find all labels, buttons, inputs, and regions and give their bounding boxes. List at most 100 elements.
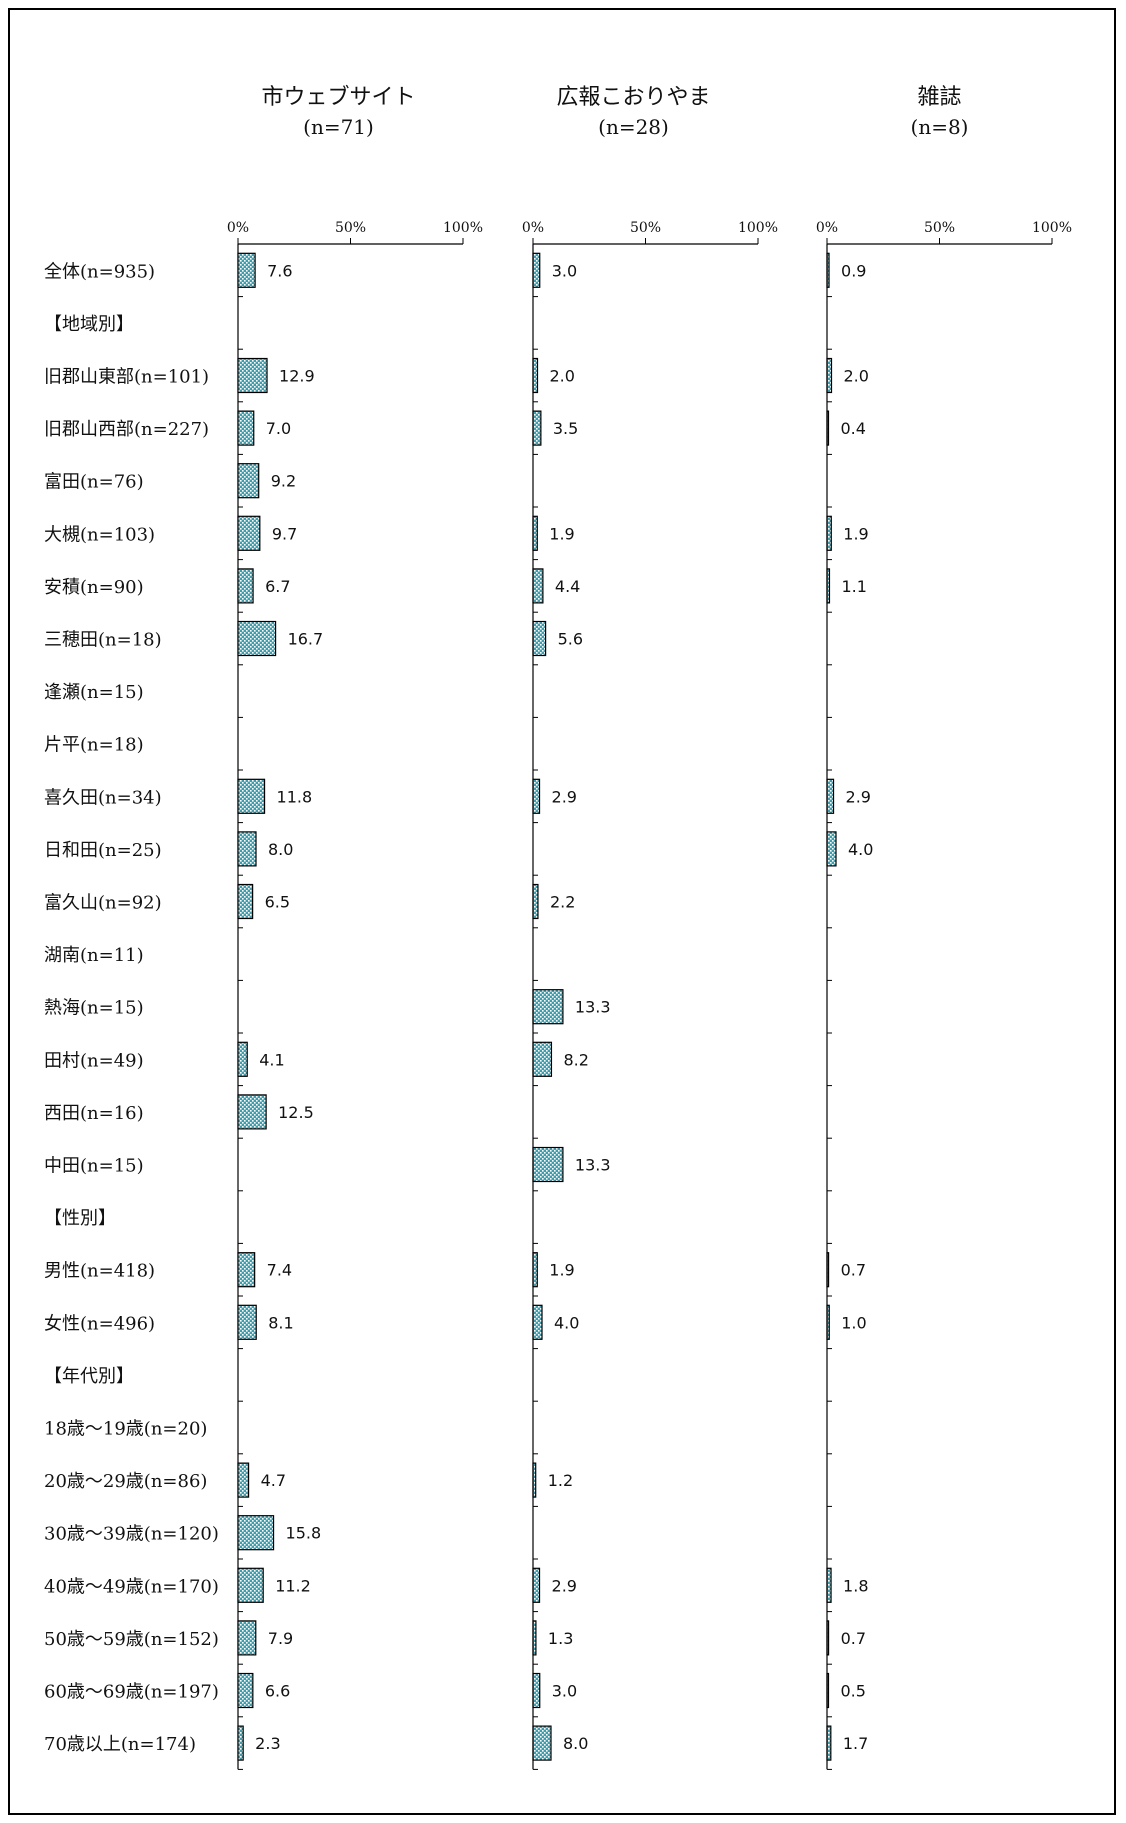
tick-label: 50% xyxy=(630,220,661,236)
bar xyxy=(237,1094,267,1130)
data-label: 2.9 xyxy=(552,1576,577,1595)
data-label: 12.5 xyxy=(278,1103,314,1122)
bar xyxy=(237,1672,254,1709)
bar xyxy=(237,515,261,551)
category-label: 熱海(n=15) xyxy=(44,998,144,1019)
data-label: 4.1 xyxy=(259,1050,284,1069)
category-label: 60歳～69歳(n=197) xyxy=(44,1682,219,1703)
category-label: 旧郡山西部(n=227) xyxy=(44,419,209,440)
category-label: 富久山(n=92) xyxy=(44,893,162,914)
data-label: 2.3 xyxy=(255,1734,280,1753)
bar xyxy=(826,252,830,288)
data-label: 9.7 xyxy=(272,524,297,543)
category-label: 全体(n=935) xyxy=(44,261,155,282)
data-label: 12.9 xyxy=(279,367,315,386)
data-label: 8.1 xyxy=(268,1313,293,1332)
category-label: 30歳～39歳(n=120) xyxy=(44,1524,219,1545)
data-label: 3.0 xyxy=(552,261,577,280)
data-label: 0.9 xyxy=(841,261,866,280)
category-label: 三穂田(n=18) xyxy=(44,630,162,651)
bar xyxy=(826,1620,830,1656)
data-label: 0.7 xyxy=(841,1261,866,1280)
panel-subtitle: (n=28) xyxy=(598,115,669,139)
data-label: 1.8 xyxy=(843,1576,868,1595)
bar xyxy=(532,515,538,551)
bar xyxy=(237,1041,248,1077)
category-label: 18歳～19歳(n=20) xyxy=(44,1419,207,1440)
bar xyxy=(237,1620,257,1656)
category-label: 50歳～59歳(n=152) xyxy=(44,1629,219,1650)
tick-label: 50% xyxy=(335,220,366,236)
bar xyxy=(237,1567,264,1603)
bar xyxy=(237,1515,275,1551)
data-label: 7.4 xyxy=(267,1261,292,1280)
category-label: 20歳～29歳(n=86) xyxy=(44,1471,207,1492)
bar xyxy=(532,568,544,604)
bar xyxy=(826,778,835,814)
bar xyxy=(237,1252,256,1288)
bar xyxy=(237,410,255,446)
data-label: 4.7 xyxy=(261,1471,286,1490)
tick-label: 50% xyxy=(924,220,955,236)
data-label: 2.9 xyxy=(552,787,577,806)
category-label: 男性(n=418) xyxy=(44,1261,155,1282)
data-label: 1.9 xyxy=(549,524,574,543)
bar xyxy=(532,1146,564,1183)
category-label: 【性別】 xyxy=(44,1208,116,1229)
bar xyxy=(532,620,547,657)
category-label: 西田(n=16) xyxy=(44,1103,144,1124)
data-label: 4.4 xyxy=(555,577,580,596)
panel-title: 広報こおりやま xyxy=(556,85,710,110)
category-label: 40歳～49歳(n=170) xyxy=(44,1576,219,1597)
data-label: 6.6 xyxy=(265,1682,290,1701)
data-label: 11.8 xyxy=(277,787,313,806)
category-label: 富田(n=76) xyxy=(44,472,144,493)
category-label: 安積(n=90) xyxy=(44,577,144,598)
data-label: 13.3 xyxy=(575,998,611,1017)
data-label: 1.1 xyxy=(841,577,866,596)
data-label: 2.0 xyxy=(844,367,869,386)
bar xyxy=(532,1725,552,1761)
data-label: 3.0 xyxy=(552,1682,577,1701)
panel: 市ウェブサイト (n=71) 0% 50% 100% 7.6 12.9 7.0 9.2 9.7 6.… xyxy=(227,85,483,1770)
bar xyxy=(237,1725,244,1761)
category-label: 喜久田(n=34) xyxy=(44,787,162,808)
category-label: 【年代別】 xyxy=(44,1366,134,1387)
data-label: 1.2 xyxy=(548,1471,573,1490)
data-label: 7.6 xyxy=(267,261,292,280)
bar xyxy=(532,1462,537,1498)
tick-label: 0% xyxy=(816,220,838,236)
category-label: 中田(n=15) xyxy=(44,1156,144,1177)
data-label: 15.8 xyxy=(286,1524,322,1543)
data-label: 2.0 xyxy=(550,367,575,386)
bar xyxy=(237,883,254,920)
data-label: 6.7 xyxy=(265,577,290,596)
bar xyxy=(826,515,832,551)
tick-label: 0% xyxy=(227,220,249,236)
category-label: 日和田(n=25) xyxy=(44,840,162,861)
panel-title: 市ウェブサイト xyxy=(261,85,415,110)
category-label: 70歳以上(n=174) xyxy=(44,1734,196,1755)
category-label: 田村(n=49) xyxy=(44,1050,144,1071)
bar xyxy=(237,778,266,814)
bar xyxy=(532,1672,541,1709)
bar xyxy=(532,410,542,446)
data-label: 2.9 xyxy=(846,787,871,806)
bar xyxy=(237,252,256,288)
category-label: 大槻(n=103) xyxy=(44,524,155,545)
bar xyxy=(237,1304,257,1340)
chart-frame: 市ウェブサイト (n=71) 0% 50% 100% 7.6 12.9 7.0 9.2 9.7 6.… xyxy=(8,8,1116,1815)
bar xyxy=(532,1304,543,1340)
bar xyxy=(532,252,541,288)
bar xyxy=(826,1304,830,1340)
data-label: 3.5 xyxy=(553,419,578,438)
category-label: 湖南(n=11) xyxy=(44,945,144,966)
data-label: 1.3 xyxy=(548,1629,573,1648)
bar xyxy=(237,831,257,867)
data-label: 7.0 xyxy=(266,419,291,438)
category-label: 旧郡山東部(n=101) xyxy=(44,367,209,388)
bar xyxy=(532,1620,537,1656)
data-label: 1.9 xyxy=(549,1261,574,1280)
category-label: 逢瀬(n=15) xyxy=(44,682,144,703)
data-label: 8.2 xyxy=(563,1050,588,1069)
